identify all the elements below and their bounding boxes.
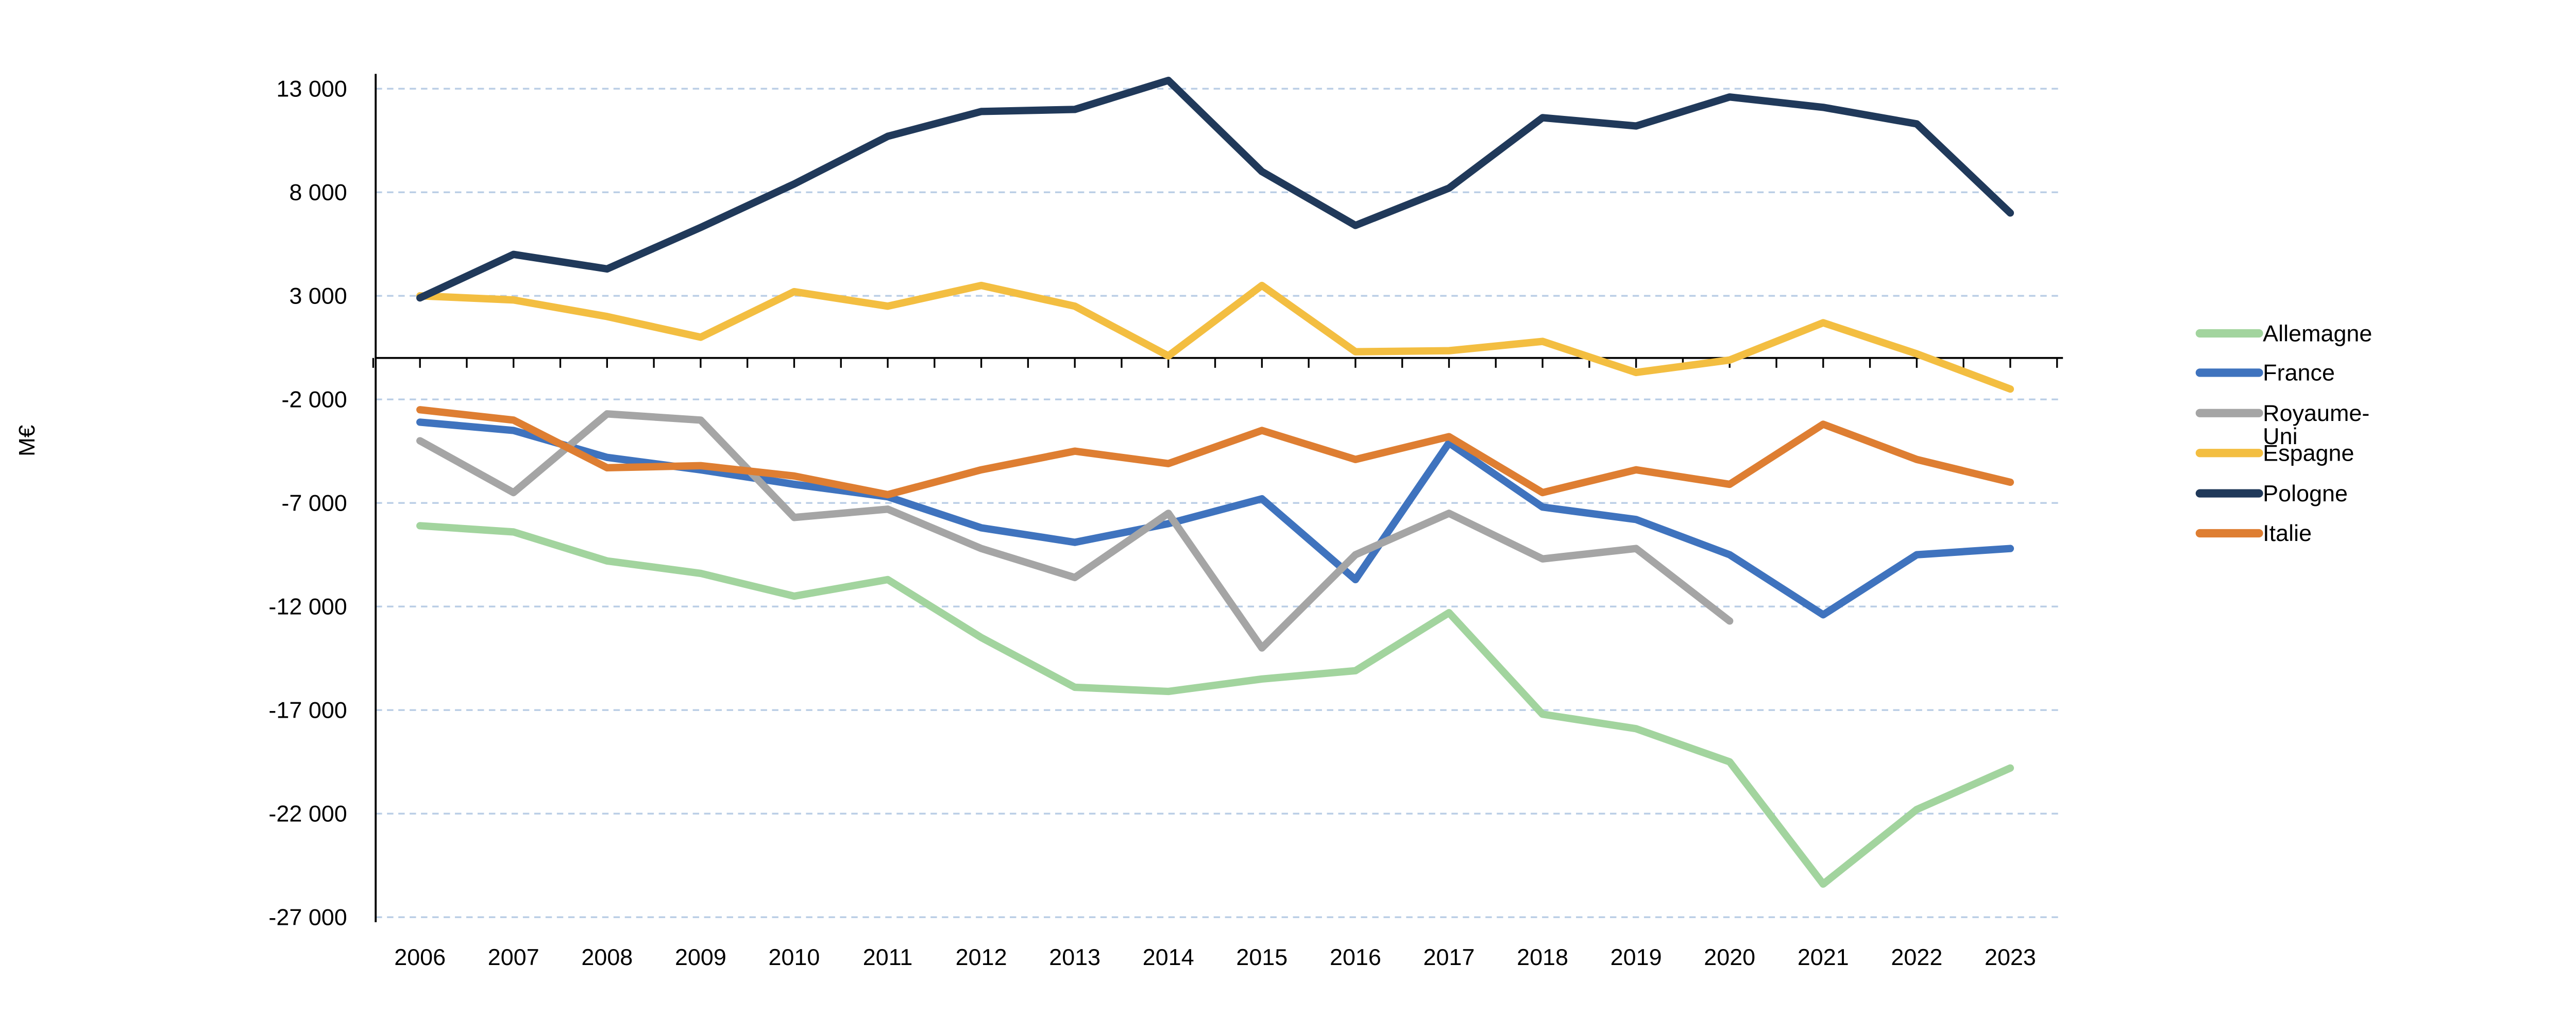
- legend-label-pologne: Pologne: [2263, 480, 2348, 506]
- legend-label-royaume-uni: Royaume-: [2263, 400, 2369, 426]
- x-tick-label-2006: 2006: [394, 944, 446, 970]
- chart-container: M€ 13 000 8 000 3 000 -2 000 -7 000 -12 000 -1…: [14, 74, 2372, 971]
- x-tick-label-2011: 2011: [863, 944, 913, 970]
- x-tick-label-2020: 2020: [1704, 944, 1755, 970]
- x-tick-label-2017: 2017: [1423, 944, 1475, 970]
- x-tick-label-2008: 2008: [581, 944, 633, 970]
- x-tick-label-2014: 2014: [1143, 944, 1194, 970]
- series-line-allemagne: [416, 522, 2014, 888]
- series-line-pologne: [416, 76, 2014, 302]
- y-tick-label: 13 000: [276, 75, 347, 101]
- legend-label-france: France: [2263, 360, 2335, 386]
- legend-label-espagne: Espagne: [2263, 439, 2354, 466]
- y-tick-label: -27 000: [268, 904, 347, 930]
- series-line-italie: [416, 406, 2014, 499]
- x-tick-label-2009: 2009: [675, 944, 726, 970]
- y-tick-label: -12 000: [268, 593, 347, 619]
- x-tick-label-2015: 2015: [1236, 944, 1287, 970]
- x-tick-label-2021: 2021: [1798, 944, 1849, 970]
- legend-label-royaume-uni: Uni: [2263, 423, 2297, 449]
- x-tick-label-2007: 2007: [488, 944, 539, 970]
- series-line-espagne: [416, 281, 2014, 393]
- legend-label-italie: Italie: [2263, 520, 2312, 546]
- x-tick-label-2023: 2023: [1985, 944, 2036, 970]
- x-tick-label-2022: 2022: [1891, 944, 1942, 970]
- y-tick-label: -7 000: [281, 489, 347, 516]
- x-tick-label-2019: 2019: [1611, 944, 1662, 970]
- x-tick-label-2013: 2013: [1049, 944, 1100, 970]
- y-tick-label: -17 000: [268, 697, 347, 723]
- y-tick-label: 8 000: [289, 179, 347, 205]
- series-line-royaume-uni: [416, 410, 1734, 652]
- x-tick-label-2010: 2010: [769, 944, 820, 970]
- y-tick-label: 3 000: [289, 282, 347, 309]
- y-axis-title: M€: [14, 425, 40, 456]
- legend-label-allemagne: Allemagne: [2263, 320, 2372, 346]
- x-tick-label-2012: 2012: [956, 944, 1007, 970]
- trade-balance-line-chart: M€ 13 000 8 000 3 000 -2 000 -7 000 -12 000 -1…: [14, 74, 2372, 971]
- x-tick-label-2016: 2016: [1330, 944, 1381, 970]
- x-tick-label-2018: 2018: [1517, 944, 1568, 970]
- y-tick-label: -22 000: [268, 800, 347, 826]
- y-tick-label: -2 000: [281, 386, 347, 412]
